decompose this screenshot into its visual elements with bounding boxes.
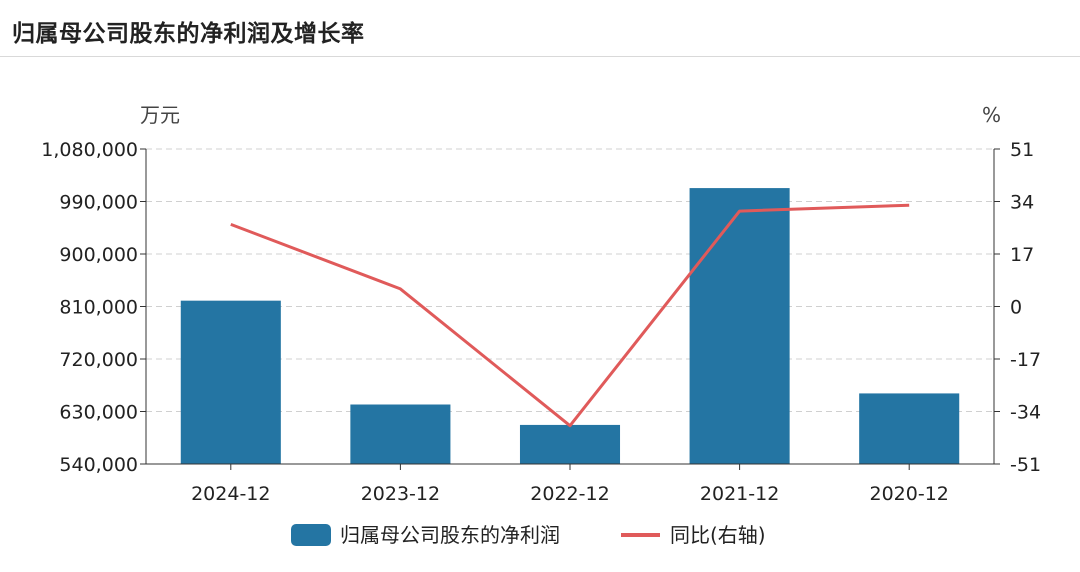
right-axis-tick-label: 51 bbox=[1010, 139, 1034, 161]
right-axis-tick-label: -17 bbox=[1010, 349, 1041, 371]
left-axis-tick-label: 990,000 bbox=[59, 192, 138, 214]
legend-bar-swatch bbox=[291, 524, 331, 546]
left-axis-tick-label: 810,000 bbox=[59, 297, 138, 319]
x-axis-tick-label: 2021-12 bbox=[700, 483, 779, 505]
axes: 1,080,000 990,000 900,000 810,000 720,000 630… bbox=[41, 139, 1041, 505]
x-axis-tick-label: 2023-12 bbox=[361, 483, 440, 505]
x-axis-tick-label: 2020-12 bbox=[870, 483, 949, 505]
bar bbox=[859, 393, 960, 464]
growth-line bbox=[230, 203, 910, 428]
left-axis-unit: 万元 bbox=[140, 103, 180, 127]
line-series bbox=[230, 203, 910, 428]
bar bbox=[350, 404, 451, 464]
right-axis-tick-label: 17 bbox=[1010, 244, 1034, 266]
legend: 归属母公司股东的净利润 同比(右轴) bbox=[291, 523, 766, 547]
legend-line-label: 同比(右轴) bbox=[670, 523, 766, 547]
left-axis-tick-label: 630,000 bbox=[59, 402, 138, 424]
bar bbox=[519, 424, 621, 464]
left-axis-tick-label: 720,000 bbox=[59, 349, 138, 371]
right-axis-tick-label: 0 bbox=[1010, 297, 1022, 319]
bar-series bbox=[180, 188, 960, 465]
grid-lines bbox=[146, 148, 994, 412]
chart-title: 归属母公司股东的净利润及增长率 bbox=[12, 21, 365, 47]
x-axis-tick-label: 2024-12 bbox=[191, 483, 270, 505]
legend-bar-label: 归属母公司股东的净利润 bbox=[340, 523, 560, 547]
right-axis-tick-label: 34 bbox=[1010, 192, 1034, 214]
left-axis-tick-label: 1,080,000 bbox=[41, 139, 138, 161]
right-axis-tick-label: -51 bbox=[1010, 454, 1041, 476]
bar bbox=[689, 188, 790, 465]
x-axis-tick-label: 2022-12 bbox=[530, 483, 609, 505]
left-axis-tick-label: 900,000 bbox=[59, 244, 138, 266]
right-axis-tick-label: -34 bbox=[1010, 402, 1041, 424]
bar bbox=[180, 300, 281, 464]
left-axis-tick-label: 540,000 bbox=[59, 454, 138, 476]
right-axis-unit: % bbox=[982, 103, 1001, 127]
chart-header: 归属母公司股东的净利润及增长率 bbox=[0, 0, 1080, 57]
